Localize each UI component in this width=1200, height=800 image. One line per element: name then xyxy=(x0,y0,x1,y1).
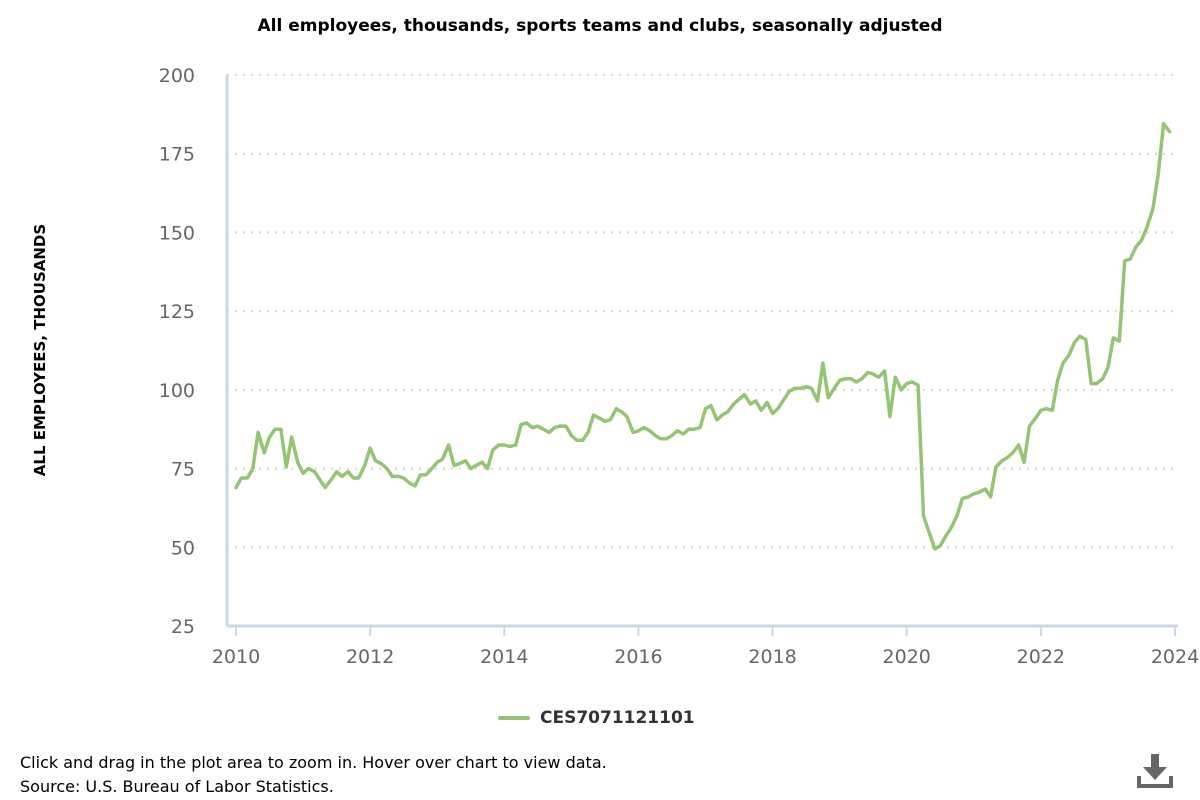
y-tick-label: 50 xyxy=(171,537,195,559)
legend-swatch xyxy=(498,716,530,720)
x-tick-label: 2022 xyxy=(1017,646,1065,668)
x-tick-label: 2024 xyxy=(1151,646,1199,668)
chart-title: All employees, thousands, sports teams a… xyxy=(257,16,943,36)
y-tick-label: 75 xyxy=(171,459,195,481)
chart-plot[interactable]: 25 50 75 100 125 150 175 200 2010 2012 2014 2016 201… xyxy=(0,0,1200,700)
x-tick-label: 2012 xyxy=(346,646,394,668)
source-note: Source: U.S. Bureau of Labor Statistics. xyxy=(20,777,334,796)
zoom-hint: Click and drag in the plot area to zoom … xyxy=(20,753,607,772)
legend-item[interactable]: CES7071121101 xyxy=(498,706,695,730)
y-tick-label: 125 xyxy=(159,301,195,323)
x-tick-label: 2014 xyxy=(480,646,528,668)
legend-label: CES7071121101 xyxy=(540,708,695,728)
x-tick-label: 2016 xyxy=(614,646,662,668)
x-tick-label: 2018 xyxy=(748,646,796,668)
x-tick-label: 2010 xyxy=(212,646,260,668)
y-tick-label: 25 xyxy=(171,616,195,638)
y-tick-label: 100 xyxy=(159,380,195,402)
download-button[interactable] xyxy=(1136,752,1174,792)
x-tick-label: 2020 xyxy=(883,646,931,668)
y-tick-label: 150 xyxy=(159,222,195,244)
y-tick-label: 175 xyxy=(159,144,195,166)
download-icon xyxy=(1137,754,1173,788)
series-line[interactable] xyxy=(234,122,1172,551)
y-tick-label: 200 xyxy=(159,65,195,87)
